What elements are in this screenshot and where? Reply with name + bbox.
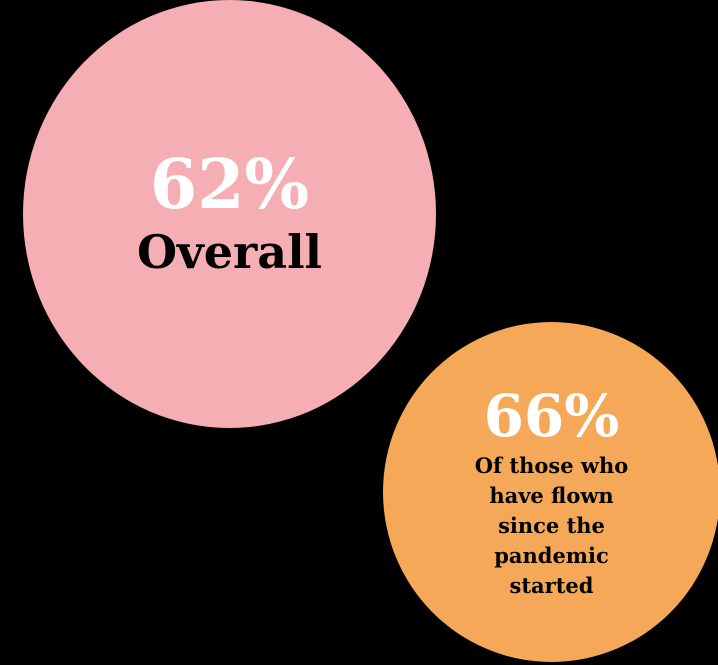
bubble-overall-value: 62%	[149, 144, 310, 225]
bubble-overall: 62% Overall	[23, 0, 436, 428]
bubble-flown-value: 66%	[483, 382, 620, 451]
bubble-flown-since-pandemic: 66% Of those who have flown since the pa…	[383, 322, 718, 662]
bubble-overall-label: Overall	[136, 224, 323, 279]
bubble-flown-label: Of those who have flown since the pandem…	[474, 453, 629, 598]
